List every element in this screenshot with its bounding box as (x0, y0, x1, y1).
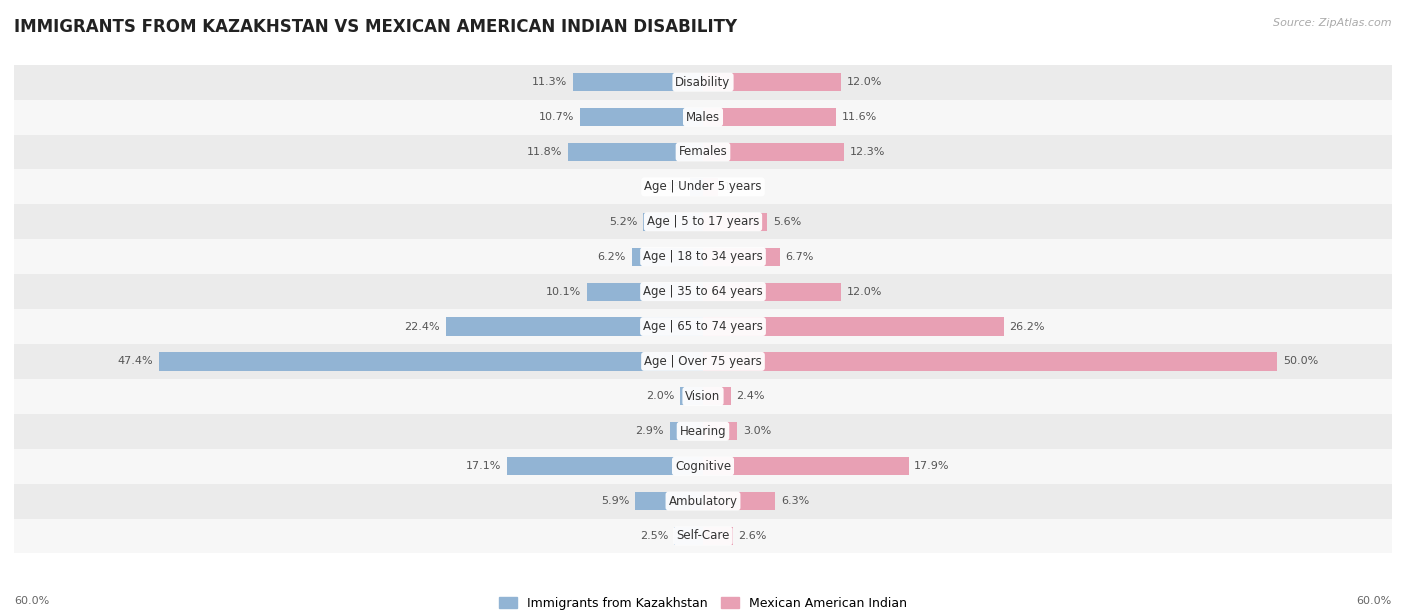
Text: 12.0%: 12.0% (846, 286, 882, 297)
Text: Age | Under 5 years: Age | Under 5 years (644, 181, 762, 193)
Bar (681, 387, 703, 405)
Bar (703, 457, 908, 476)
Text: 12.3%: 12.3% (851, 147, 886, 157)
Text: Age | 5 to 17 years: Age | 5 to 17 years (647, 215, 759, 228)
Bar (14, 344, 1392, 379)
Bar (703, 248, 780, 266)
Bar (690, 178, 703, 196)
Bar (568, 143, 703, 161)
Bar (703, 178, 718, 196)
Text: Age | 18 to 34 years: Age | 18 to 34 years (643, 250, 763, 263)
Bar (159, 353, 703, 370)
Text: Males: Males (686, 111, 720, 124)
Bar (14, 309, 1392, 344)
Text: 60.0%: 60.0% (14, 596, 49, 606)
Text: Age | 65 to 74 years: Age | 65 to 74 years (643, 320, 763, 333)
Bar (446, 318, 703, 335)
Text: 3.0%: 3.0% (744, 426, 772, 436)
Bar (574, 73, 703, 91)
Bar (14, 204, 1392, 239)
Bar (703, 283, 841, 300)
Text: 5.9%: 5.9% (602, 496, 630, 506)
Text: Age | 35 to 64 years: Age | 35 to 64 years (643, 285, 763, 298)
Text: 2.6%: 2.6% (738, 531, 766, 541)
Bar (644, 213, 703, 231)
Text: 60.0%: 60.0% (1357, 596, 1392, 606)
Text: 47.4%: 47.4% (117, 356, 153, 367)
Text: 11.8%: 11.8% (526, 147, 562, 157)
Text: Source: ZipAtlas.com: Source: ZipAtlas.com (1274, 18, 1392, 28)
Text: 17.1%: 17.1% (465, 461, 501, 471)
Legend: Immigrants from Kazakhstan, Mexican American Indian: Immigrants from Kazakhstan, Mexican Amer… (494, 592, 912, 612)
Text: 5.2%: 5.2% (609, 217, 637, 227)
Text: 2.9%: 2.9% (636, 426, 664, 436)
Text: Age | Over 75 years: Age | Over 75 years (644, 355, 762, 368)
Text: 26.2%: 26.2% (1010, 321, 1045, 332)
Text: Disability: Disability (675, 76, 731, 89)
Text: 11.3%: 11.3% (533, 77, 568, 87)
Bar (506, 457, 703, 476)
Bar (703, 353, 1277, 370)
Bar (703, 318, 1004, 335)
Bar (703, 143, 844, 161)
Text: Females: Females (679, 146, 727, 159)
Text: 6.3%: 6.3% (782, 496, 810, 506)
Bar (14, 483, 1392, 518)
Text: 2.0%: 2.0% (645, 391, 675, 401)
Bar (581, 108, 703, 126)
Text: 22.4%: 22.4% (405, 321, 440, 332)
Bar (14, 274, 1392, 309)
Text: Self-Care: Self-Care (676, 529, 730, 542)
Text: Ambulatory: Ambulatory (668, 494, 738, 507)
Text: 11.6%: 11.6% (842, 112, 877, 122)
Bar (703, 108, 837, 126)
Bar (703, 492, 775, 510)
Text: IMMIGRANTS FROM KAZAKHSTAN VS MEXICAN AMERICAN INDIAN DISABILITY: IMMIGRANTS FROM KAZAKHSTAN VS MEXICAN AM… (14, 18, 737, 36)
Bar (14, 100, 1392, 135)
Text: 6.7%: 6.7% (786, 252, 814, 262)
Text: 2.4%: 2.4% (737, 391, 765, 401)
Text: 17.9%: 17.9% (914, 461, 950, 471)
Bar (14, 135, 1392, 170)
Bar (675, 527, 703, 545)
Text: Hearing: Hearing (679, 425, 727, 438)
Text: 10.7%: 10.7% (538, 112, 575, 122)
Text: Cognitive: Cognitive (675, 460, 731, 472)
Bar (703, 213, 768, 231)
Bar (14, 518, 1392, 553)
Bar (669, 422, 703, 440)
Bar (14, 65, 1392, 100)
Text: 50.0%: 50.0% (1282, 356, 1317, 367)
Text: 1.1%: 1.1% (657, 182, 685, 192)
Bar (703, 527, 733, 545)
Bar (636, 492, 703, 510)
Bar (703, 73, 841, 91)
Bar (631, 248, 703, 266)
Bar (14, 379, 1392, 414)
Text: 2.5%: 2.5% (640, 531, 669, 541)
Text: 12.0%: 12.0% (846, 77, 882, 87)
Bar (14, 239, 1392, 274)
Bar (14, 449, 1392, 483)
Text: 10.1%: 10.1% (546, 286, 581, 297)
Bar (703, 387, 731, 405)
Bar (14, 170, 1392, 204)
Bar (588, 283, 703, 300)
Text: 6.2%: 6.2% (598, 252, 626, 262)
Text: Vision: Vision (685, 390, 721, 403)
Bar (703, 422, 738, 440)
Bar (14, 414, 1392, 449)
Text: 1.3%: 1.3% (724, 182, 752, 192)
Text: 5.6%: 5.6% (773, 217, 801, 227)
